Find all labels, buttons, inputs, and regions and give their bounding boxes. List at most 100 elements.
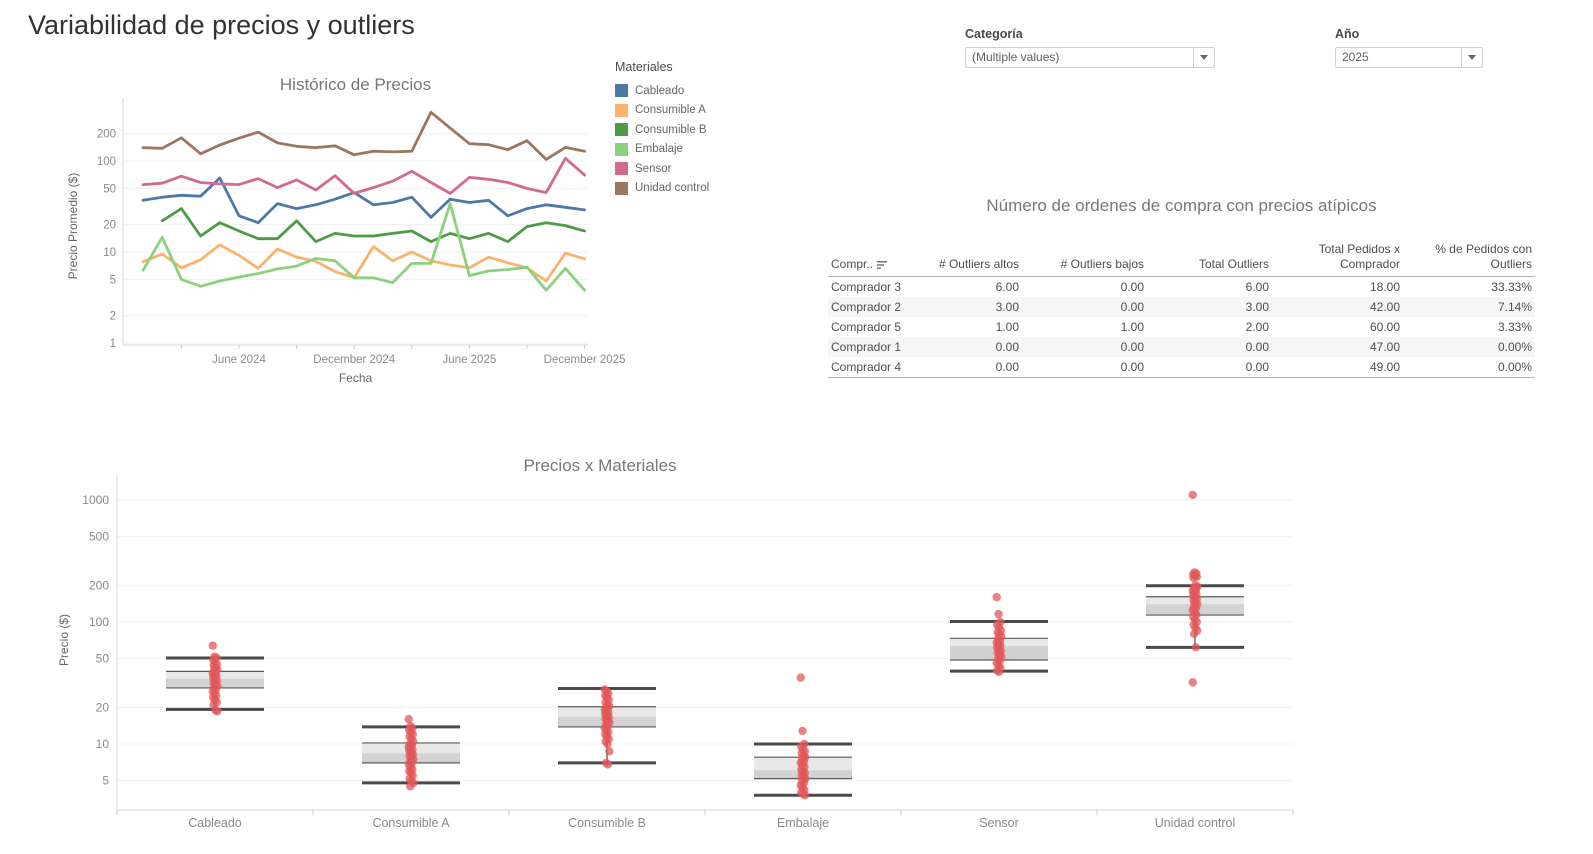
line-chart[interactable]: 1 2 5 10 20 50 100 200 June 2024 December 2024 Jun…	[60, 68, 640, 398]
svg-text:10: 10	[96, 737, 110, 751]
category-label: Sensor	[979, 816, 1019, 830]
cell-value: 47.00	[1369, 340, 1400, 354]
legend-item-label: Sensor	[635, 162, 672, 175]
legend-item-label: Unidad control	[635, 182, 710, 195]
outlier-point[interactable]	[800, 791, 809, 800]
line-series-unidad-control[interactable]	[141, 110, 586, 161]
outlier-point[interactable]	[992, 592, 1001, 602]
legend-swatch	[615, 142, 628, 156]
line-chart-title: Histórico de Precios	[280, 75, 431, 94]
legend-item-embalaje[interactable]: Embalaje	[615, 140, 755, 160]
line-series-sensor[interactable]	[141, 156, 586, 195]
outlier-point[interactable]	[994, 667, 1004, 677]
svg-text:500: 500	[89, 530, 109, 544]
cell-value: 0.00	[1120, 340, 1144, 354]
category-label: Cableado	[188, 816, 242, 830]
outliers-table-block: Número de ordenes de compra con precios …	[828, 196, 1535, 378]
outlier-point[interactable]	[208, 641, 217, 650]
page-title: Variabilidad de precios y outliers	[28, 10, 415, 40]
column-header-outliers-bajos[interactable]: # Outliers bajos	[1022, 240, 1147, 277]
outlier-point[interactable]	[1189, 629, 1199, 639]
sort-descending-icon[interactable]	[877, 260, 889, 270]
box-unidad-control[interactable]	[1146, 490, 1244, 687]
cell-comprador: Comprador 3	[831, 280, 902, 294]
line-series-consumible-b[interactable]	[160, 207, 586, 244]
box-plot-chart[interactable]: 5 10 20 50 100 200 500 1000 Cableado Consumible A…	[55, 445, 1355, 845]
line-series-consumible-a[interactable]	[141, 243, 586, 283]
svg-text:50: 50	[103, 183, 116, 195]
svg-text:10: 10	[103, 247, 116, 259]
outlier-point[interactable]	[1191, 643, 1201, 652]
y-axis-label: Precio ($)	[57, 614, 71, 666]
cell-value: 7.14%	[1497, 300, 1532, 314]
svg-text:5: 5	[110, 274, 116, 286]
categoria-dropdown-value: (Multiple values)	[972, 50, 1060, 64]
box-consumible-a[interactable]	[362, 714, 460, 791]
svg-text:200: 200	[97, 129, 116, 141]
outlier-point[interactable]	[603, 760, 613, 769]
legend-item-sensor[interactable]: Sensor	[615, 159, 755, 179]
outlier-point[interactable]	[213, 707, 222, 716]
outlier-point[interactable]	[605, 747, 614, 756]
box-embalaje[interactable]	[754, 673, 852, 800]
cell-comprador: Comprador 5	[831, 320, 902, 334]
column-header-total-outliers[interactable]: Total Outliers	[1147, 240, 1272, 277]
line-series-embalaje[interactable]	[141, 202, 586, 292]
categoria-dropdown-button[interactable]	[1193, 48, 1214, 67]
outlier-point[interactable]	[405, 782, 415, 791]
legend-item-label: Cableado	[635, 84, 685, 97]
table-row[interactable]: Comprador 4 0.00 0.00 0.00 49.00 0.00%	[828, 357, 1535, 378]
box-consumible-b[interactable]	[558, 685, 656, 769]
legend-item-cableado[interactable]: Cableado	[615, 81, 755, 101]
cell-value: 3.33%	[1497, 320, 1532, 334]
table-row[interactable]: Comprador 5 1.00 1.00 2.00 60.00 3.33%	[828, 317, 1535, 337]
categoria-dropdown[interactable]: (Multiple values)	[965, 47, 1215, 68]
y-axis-label: Precio Promedio ($)	[66, 173, 80, 280]
column-header-label: Compr..	[831, 257, 874, 271]
outlier-point[interactable]	[1188, 678, 1197, 687]
column-header-outliers-altos[interactable]: # Outliers altos	[930, 240, 1022, 277]
legend-item-consumible-a[interactable]: Consumible A	[615, 101, 755, 121]
legend-item-label: Consumible B	[635, 123, 707, 136]
filter-categoria-label: Categoría	[965, 27, 1023, 41]
column-header-comprador[interactable]: Compr..	[828, 240, 930, 277]
line-series-cableado[interactable]	[141, 176, 586, 225]
cell-value: 33.33%	[1491, 280, 1532, 294]
svg-text:December 2024: December 2024	[313, 354, 395, 366]
outlier-point[interactable]	[1189, 573, 1198, 583]
filter-anio: Año 2025	[1335, 27, 1483, 68]
table-row[interactable]: Comprador 2 3.00 0.00 3.00 42.00 7.14%	[828, 297, 1535, 317]
materials-legend: Materiales Cableado Consumible A Consumibl…	[615, 60, 755, 198]
outlier-point[interactable]	[1188, 490, 1197, 500]
cell-value: 49.00	[1369, 360, 1400, 374]
cell-value: 6.00	[995, 280, 1019, 294]
box-sensor[interactable]	[950, 592, 1048, 677]
outlier-point[interactable]	[994, 609, 1003, 619]
legend-swatch	[615, 123, 628, 137]
column-header-pct-pedidos[interactable]: % de Pedidos con Outliers	[1403, 240, 1535, 277]
anio-dropdown[interactable]: 2025	[1335, 47, 1483, 68]
anio-dropdown-button[interactable]	[1461, 48, 1482, 67]
legend-title: Materiales	[615, 60, 673, 74]
box-cableado[interactable]	[166, 641, 264, 716]
outlier-point[interactable]	[798, 726, 807, 736]
outliers-table: Compr.. # Outliers altos # Outliers bajo…	[828, 240, 1535, 378]
legend-item-label: Embalaje	[635, 143, 683, 156]
cell-value: 0.00	[1245, 360, 1269, 374]
table-row[interactable]: Comprador 1 0.00 0.00 0.00 47.00 0.00%	[828, 337, 1535, 357]
legend-item-unidad-control[interactable]: Unidad control	[615, 179, 755, 199]
column-header-total-pedidos[interactable]: Total Pedidos x Comprador	[1272, 240, 1403, 277]
legend-item-consumible-b[interactable]: Consumible B	[615, 120, 755, 140]
svg-text:June 2024: June 2024	[212, 354, 266, 366]
table-row[interactable]: Comprador 3 6.00 0.00 6.00 18.00 33.33%	[828, 277, 1535, 298]
dropdown-arrow-icon	[1468, 55, 1476, 60]
svg-text:50: 50	[96, 652, 110, 666]
outlier-point[interactable]	[404, 714, 413, 724]
outlier-point[interactable]	[796, 673, 805, 682]
cell-value: 1.00	[1120, 320, 1144, 334]
cell-value: 0.00	[995, 340, 1019, 354]
svg-text:100: 100	[89, 615, 109, 629]
outliers-table-title: Número de ordenes de compra con precios …	[986, 196, 1377, 215]
outlier-point[interactable]	[603, 739, 612, 749]
cell-value: 3.00	[1245, 300, 1269, 314]
